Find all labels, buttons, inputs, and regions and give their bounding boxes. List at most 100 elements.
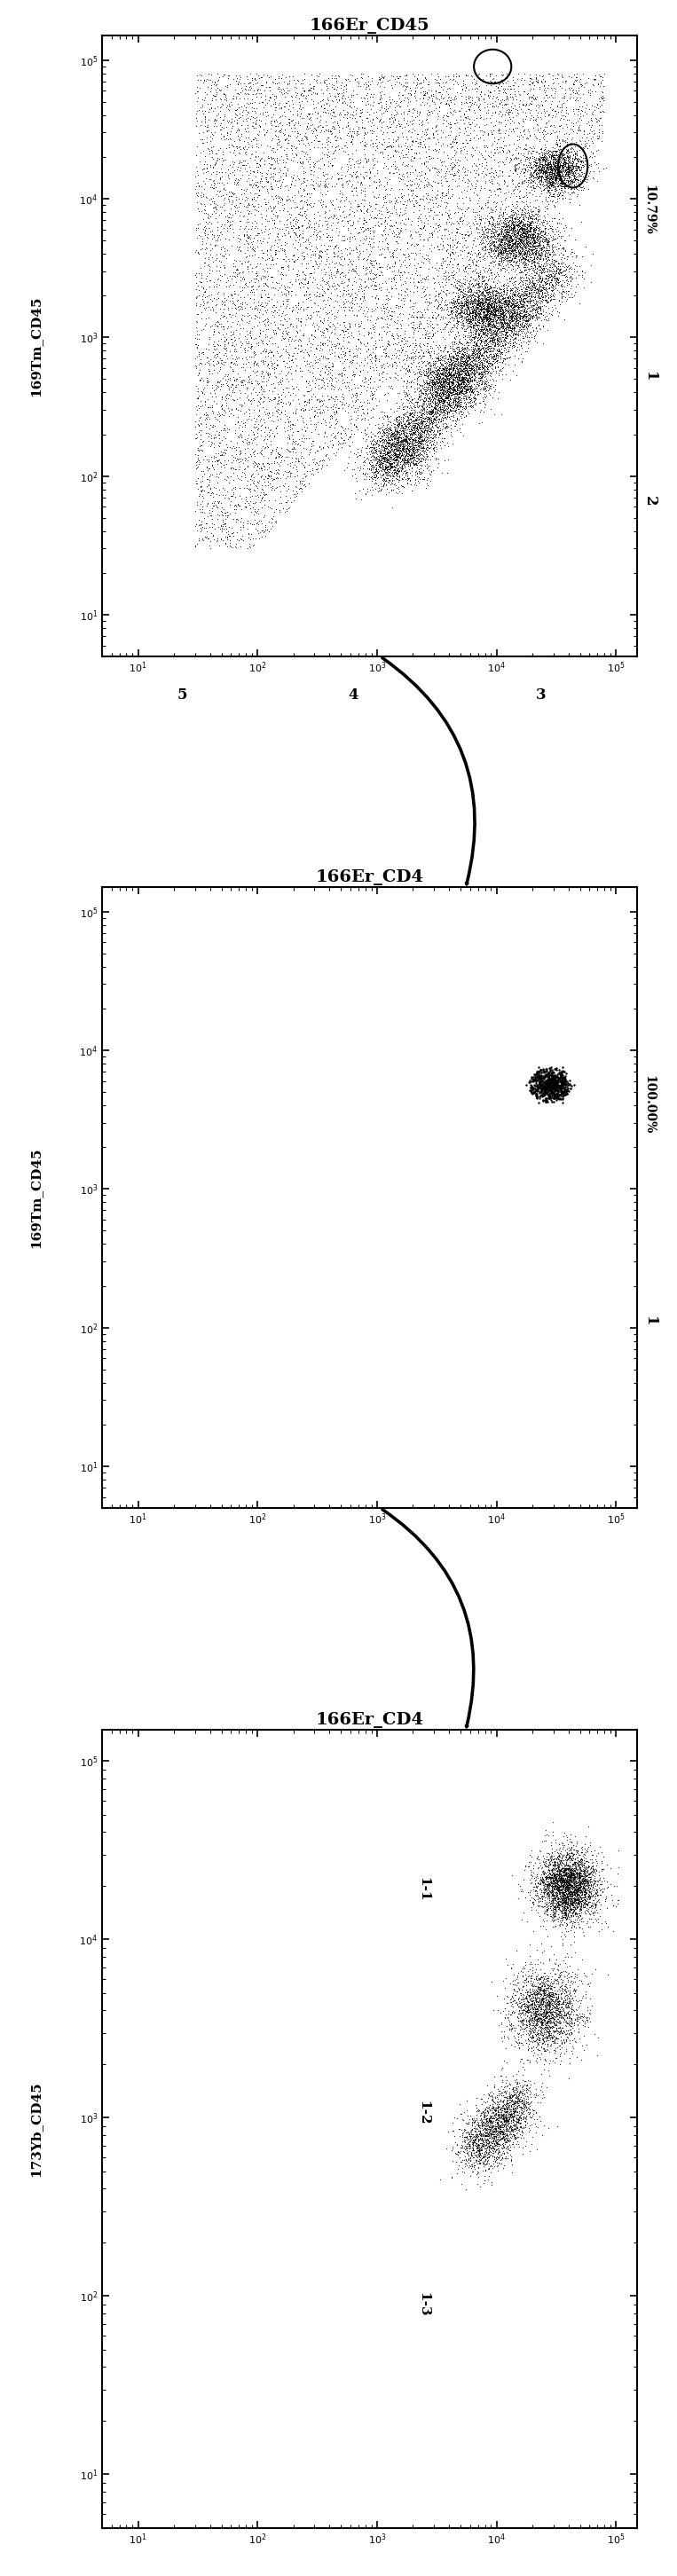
Point (510, 234, 521, 276)
Point (556, 1860, 567, 1901)
Point (571, 1870, 582, 1911)
Point (522, 216, 533, 258)
Point (343, 273, 354, 314)
Point (303, 278, 313, 319)
Point (209, 345, 219, 386)
Point (492, 278, 502, 319)
Point (500, 301, 511, 343)
Point (315, 237, 326, 278)
Point (467, 283, 478, 325)
Point (545, 1064, 556, 1105)
Point (443, 363, 454, 404)
Point (480, 2089, 491, 2130)
Point (323, 111, 334, 152)
Point (458, 343, 468, 384)
Point (366, 428, 376, 469)
Point (447, 2156, 458, 2197)
Point (525, 263, 536, 304)
Point (431, 337, 442, 379)
Point (486, 304, 497, 345)
Point (507, 291, 518, 332)
Point (343, 100, 353, 142)
Point (523, 304, 534, 345)
Point (258, 301, 269, 343)
Point (549, 1984, 560, 2025)
Point (489, 2136, 500, 2177)
Point (512, 268, 523, 309)
Point (549, 1061, 560, 1103)
Point (459, 314, 470, 355)
Point (435, 379, 446, 420)
Point (215, 289, 225, 330)
Point (544, 1064, 554, 1105)
Point (507, 219, 518, 260)
Point (313, 234, 324, 276)
Point (489, 252, 500, 294)
Point (486, 314, 497, 355)
Point (421, 399, 432, 440)
Point (487, 294, 498, 335)
Point (433, 384, 444, 425)
Point (462, 188, 473, 229)
Point (205, 147, 216, 188)
Point (543, 1066, 554, 1108)
Point (539, 209, 550, 250)
Point (489, 237, 500, 278)
Point (458, 307, 468, 348)
Point (558, 1883, 569, 1924)
Point (485, 196, 496, 237)
Point (441, 353, 452, 394)
Point (341, 175, 351, 216)
Point (478, 286, 489, 327)
Point (479, 139, 490, 180)
Point (471, 301, 481, 343)
Point (348, 75, 359, 116)
Point (509, 294, 520, 335)
Point (397, 410, 408, 451)
Point (287, 371, 298, 412)
Point (489, 116, 500, 157)
Point (554, 1873, 565, 1914)
Point (542, 1857, 552, 1899)
Point (505, 309, 516, 350)
Point (278, 281, 289, 322)
Point (557, 1875, 568, 1917)
Point (536, 1955, 546, 1996)
Point (503, 289, 514, 330)
Point (547, 1852, 558, 1893)
Point (536, 142, 547, 183)
Point (561, 160, 572, 201)
Point (190, 93, 201, 134)
Point (573, 1878, 584, 1919)
Point (370, 312, 380, 353)
Point (481, 286, 492, 327)
Point (208, 325, 219, 366)
Point (573, 144, 584, 185)
Point (421, 281, 432, 322)
Point (490, 222, 501, 263)
Point (401, 417, 412, 459)
Point (544, 1069, 554, 1110)
Point (578, 1844, 589, 1886)
Point (322, 337, 332, 379)
Point (443, 379, 454, 420)
Point (351, 100, 362, 142)
Point (528, 1066, 539, 1108)
Point (372, 451, 383, 492)
Point (548, 1870, 559, 1911)
Point (353, 379, 364, 420)
Point (561, 1857, 572, 1899)
Point (488, 204, 499, 245)
Point (424, 191, 435, 232)
Point (559, 1886, 570, 1927)
Point (590, 1878, 600, 1919)
Point (475, 72, 486, 113)
Point (460, 348, 471, 389)
Point (347, 170, 357, 211)
Point (433, 137, 443, 178)
Point (548, 1906, 559, 1947)
Point (509, 2089, 520, 2130)
Point (326, 240, 337, 281)
Point (297, 410, 307, 451)
Point (573, 1883, 584, 1924)
